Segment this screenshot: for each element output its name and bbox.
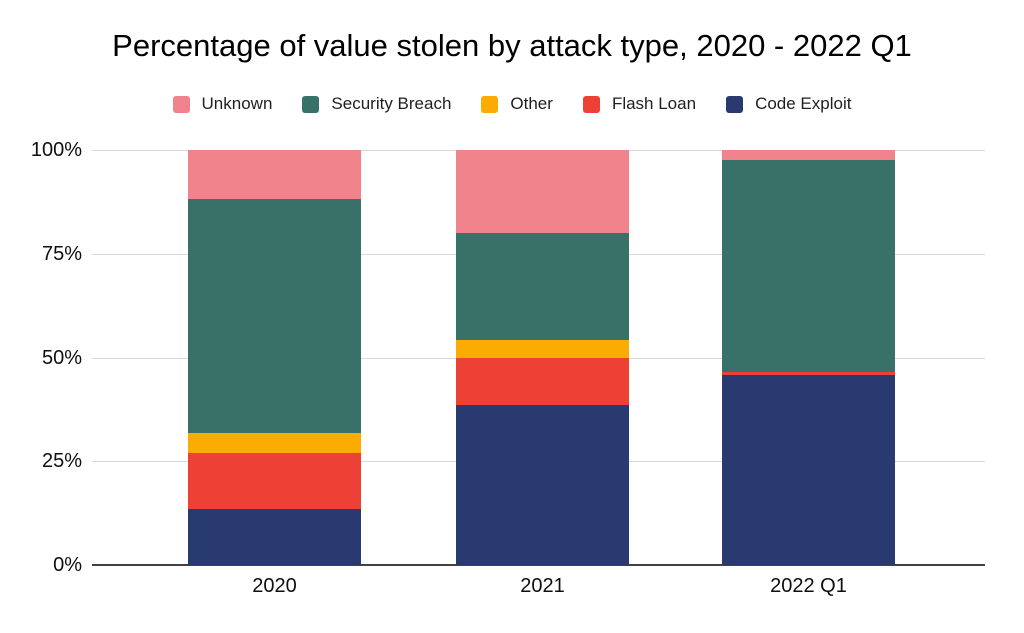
segment-security-breach-2020 [188, 199, 361, 434]
y-tick-label-75: 75% [41, 242, 82, 265]
stacked-bar-2022-q1 [722, 150, 895, 565]
segment-code-exploit-2022-q1 [722, 374, 895, 565]
segment-security-breach-2021 [456, 233, 629, 341]
legend-swatch-icon [481, 95, 499, 113]
x-tick-label-2020: 2020 [252, 575, 297, 597]
legend-item-security-breach: Security Breach [302, 94, 451, 114]
legend-swatch-icon [302, 95, 320, 113]
legend-swatch-icon [726, 95, 744, 113]
legend: Unknown Security Breach Other Flash Loan Cod… [0, 94, 1024, 114]
y-tick-label-25: 25% [41, 450, 82, 473]
legend-label: Unknown [201, 94, 273, 113]
stacked-bar-2021 [456, 150, 629, 565]
legend-item-unknown: Unknown [172, 94, 273, 114]
segment-unknown-2020 [188, 150, 361, 199]
y-tick-label-100: 100% [30, 139, 82, 161]
legend-label: Flash Loan [611, 94, 697, 113]
legend-item-code-exploit: Code Exploit [726, 94, 851, 114]
legend-label: Code Exploit [755, 94, 852, 113]
segment-flash-loan-2020 [188, 452, 361, 509]
chart-title: Percentage of value stolen by attack typ… [112, 28, 912, 63]
x-tick-label-2022-q1: 2022 Q1 [770, 575, 847, 597]
plot-area [92, 150, 985, 566]
x-axis-baseline [92, 564, 985, 566]
x-axis: 2020 2021 2022 Q1 [92, 575, 985, 603]
legend-label: Other [510, 94, 553, 113]
segment-flash-loan-2021 [456, 357, 629, 405]
segment-flash-loan-2022-q1 [722, 372, 895, 375]
legend-item-flash-loan: Flash Loan [582, 94, 697, 114]
segment-code-exploit-2021 [456, 404, 629, 565]
legend-swatch-icon [582, 95, 600, 113]
stacked-bar-2020 [188, 150, 361, 565]
segment-unknown-2022-q1 [722, 150, 895, 160]
segment-other-2021 [456, 340, 629, 358]
y-axis: 100% 75% 50% 25% 0% [0, 139, 82, 576]
legend-item-other: Other [481, 94, 553, 114]
legend-label: Security Breach [331, 94, 452, 113]
segment-code-exploit-2020 [188, 508, 361, 565]
y-tick-label-50: 50% [41, 346, 82, 369]
segment-other-2020 [188, 433, 361, 453]
x-tick-label-2021: 2021 [520, 575, 565, 597]
y-tick-label-0: 0% [53, 554, 82, 576]
segment-unknown-2021 [456, 150, 629, 234]
legend-swatch-icon [172, 95, 190, 113]
segment-security-breach-2022-q1 [722, 159, 895, 373]
